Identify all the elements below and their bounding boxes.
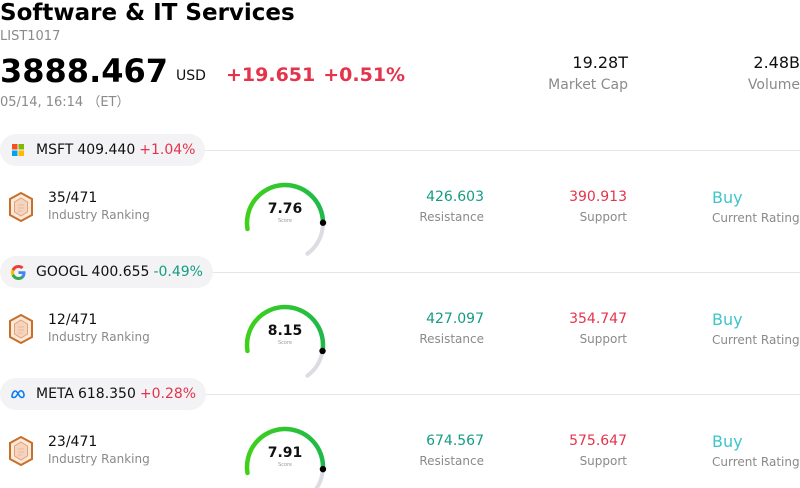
resistance: 427.097 Resistance xyxy=(419,311,484,346)
change-percent: +0.51% xyxy=(323,64,406,86)
ticker: META xyxy=(36,386,74,402)
stock-price: 400.655 xyxy=(91,264,150,280)
score-gauge xyxy=(242,425,328,488)
support: 354.747 Support xyxy=(569,311,627,346)
rating-value: Buy xyxy=(712,432,743,451)
ticker: GOOGL xyxy=(36,264,88,280)
ranking-value: 23/471 xyxy=(48,434,98,450)
price-change: +19.651 +0.51% xyxy=(226,64,413,86)
rating-label: Current Rating xyxy=(712,333,800,347)
resistance-label: Resistance xyxy=(419,332,484,346)
score-gauge xyxy=(242,303,328,378)
volume-stat: 2.48B Volume xyxy=(748,53,800,93)
stock-price: 409.440 xyxy=(77,142,136,158)
index-price: 3888.467 xyxy=(0,52,169,90)
sector-title: Software & IT Services xyxy=(0,0,295,26)
score-value: 7.91 xyxy=(267,445,303,461)
ranking-badge-icon xyxy=(8,191,34,223)
divider xyxy=(204,272,800,273)
rating-label: Current Rating xyxy=(712,211,800,225)
stock-pill-meta[interactable]: META 618.350 +0.28% xyxy=(0,378,207,410)
market-cap-stat: 19.28T Market Cap xyxy=(548,53,628,93)
score-gauge xyxy=(242,181,328,256)
ranking-badge-icon xyxy=(8,435,34,467)
resistance-label: Resistance xyxy=(419,210,484,224)
resistance-value: 674.567 xyxy=(426,433,484,449)
industry-ranking: 12/471 Industry Ranking xyxy=(48,312,150,344)
score-value: 7.76 xyxy=(267,201,303,217)
divider xyxy=(204,150,800,151)
market-cap-value: 19.28T xyxy=(572,53,628,72)
list-id: LIST1017 xyxy=(0,29,61,44)
ticker: MSFT xyxy=(36,142,74,158)
volume-label: Volume xyxy=(747,77,800,93)
ranking-label: Industry Ranking xyxy=(48,330,150,344)
stock-pill-googl[interactable]: GOOGL 400.655 -0.49% xyxy=(0,256,213,288)
support-value: 354.747 xyxy=(569,311,627,327)
resistance: 426.603 Resistance xyxy=(419,189,484,224)
resistance-value: 427.097 xyxy=(426,311,484,327)
industry-ranking: 23/471 Industry Ranking xyxy=(48,434,150,466)
industry-ranking: 35/471 Industry Ranking xyxy=(48,190,150,222)
volume-value: 2.48B xyxy=(753,53,800,72)
rating-value: Buy xyxy=(712,188,743,207)
resistance: 674.567 Resistance xyxy=(419,433,484,468)
ranking-label: Industry Ranking xyxy=(48,452,150,466)
score-label: Score xyxy=(277,218,292,224)
current-rating[interactable]: Buy Current Rating xyxy=(712,310,800,347)
stock-change-percent: +0.28% xyxy=(139,386,197,402)
current-rating[interactable]: Buy Current Rating xyxy=(712,432,800,469)
resistance-label: Resistance xyxy=(419,454,484,468)
stock-change-percent: -0.49% xyxy=(153,264,203,280)
change-value: +19.651 xyxy=(226,64,316,86)
score-label: Score xyxy=(277,462,292,468)
google-logo-icon xyxy=(10,264,26,280)
score-value: 8.15 xyxy=(267,323,303,339)
divider xyxy=(204,394,800,395)
ranking-value: 35/471 xyxy=(48,190,98,206)
resistance-value: 426.603 xyxy=(426,189,484,205)
timestamp: 05/14, 16:14 （ET） xyxy=(0,95,130,110)
stock-pill-msft[interactable]: MSFT 409.440 +1.04% xyxy=(0,134,206,166)
microsoft-logo-icon xyxy=(10,142,26,158)
ranking-label: Industry Ranking xyxy=(48,208,150,222)
stock-change-percent: +1.04% xyxy=(139,142,196,158)
market-cap-label: Market Cap xyxy=(548,77,628,93)
ranking-value: 12/471 xyxy=(48,312,98,328)
rating-label: Current Rating xyxy=(712,455,800,469)
rating-value: Buy xyxy=(712,310,743,329)
support-label: Support xyxy=(579,454,627,468)
support: 390.913 Support xyxy=(569,189,627,224)
score-label: Score xyxy=(277,340,292,346)
meta-logo-icon xyxy=(10,386,26,402)
ranking-badge-icon xyxy=(8,313,34,345)
current-rating[interactable]: Buy Current Rating xyxy=(712,188,800,225)
support-label: Support xyxy=(579,332,627,346)
support-value: 390.913 xyxy=(569,189,627,205)
support-value: 575.647 xyxy=(569,433,627,449)
support-label: Support xyxy=(579,210,627,224)
stock-price: 618.350 xyxy=(77,386,136,402)
support: 575.647 Support xyxy=(569,433,627,468)
currency-label: USD xyxy=(176,68,206,84)
